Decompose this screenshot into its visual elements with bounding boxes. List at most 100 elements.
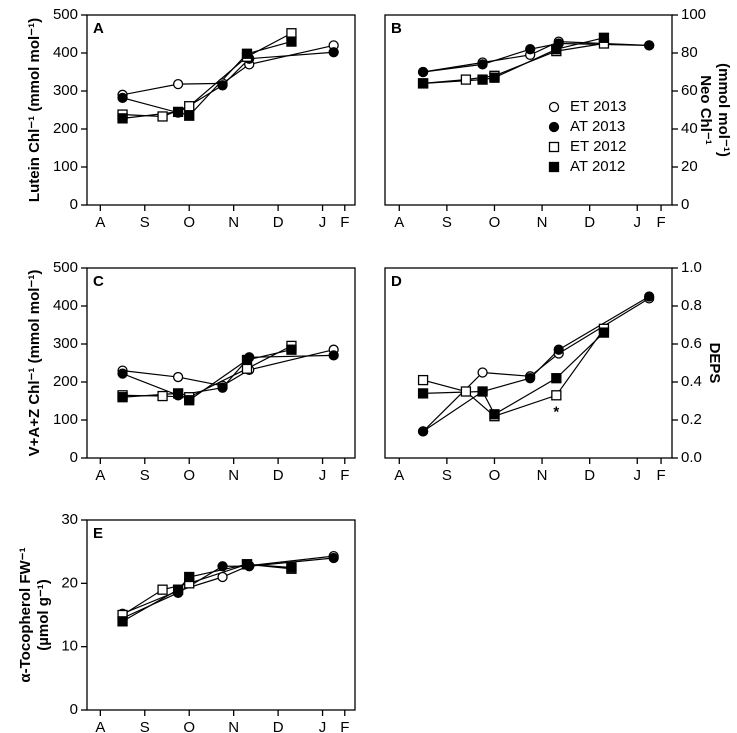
x-tick-label: D (584, 214, 595, 231)
x-tick-label: F (340, 467, 349, 484)
marker (184, 571, 195, 583)
x-tick-label: N (228, 467, 239, 484)
marker (157, 111, 168, 122)
x-tick-label: N (537, 214, 548, 231)
marker (477, 386, 488, 397)
marker (184, 110, 195, 121)
x-tick-label: D (584, 467, 595, 484)
series-line (122, 354, 334, 396)
x-tick-label: O (183, 719, 195, 733)
x-tick-label: D (273, 214, 284, 231)
legend-label: AT 2013 (570, 118, 625, 135)
marker (184, 101, 195, 112)
series-line (423, 37, 605, 84)
marker (286, 28, 297, 39)
marker (417, 66, 429, 78)
marker (477, 74, 488, 85)
y-tick-label: 0.6 (681, 335, 702, 352)
y-axis-label: Neo Chl⁻¹ (697, 75, 714, 145)
marker (644, 291, 655, 302)
panel: C 0 100 200 300 400 500 A S O N D J F V+A+Z Chl⁻¹ (mmo… (26, 259, 356, 484)
y-tick-label: 300 (53, 335, 78, 352)
y-tick-label: 0 (681, 196, 689, 213)
panel: E 0 10 20 30 A S O N D J Fα-Tocopherol FW⁻¹ (µmol g⁻… (17, 511, 356, 733)
y-tick-label: 80 (681, 44, 698, 61)
marker (477, 59, 488, 70)
marker (157, 390, 168, 402)
y-tick-label: 300 (53, 82, 78, 99)
y-tick-label: 20 (61, 574, 78, 591)
legend-marker (548, 141, 560, 153)
panel-label: A (93, 20, 104, 37)
x-tick-label: J (319, 467, 327, 484)
legend-marker (548, 101, 560, 113)
plot-frame (384, 14, 673, 206)
marker (551, 390, 562, 401)
series-line (422, 297, 650, 432)
series-line (122, 41, 292, 119)
series-line (122, 555, 334, 615)
marker (117, 392, 128, 403)
y-tick-label: 0 (70, 701, 78, 718)
panel-label: B (391, 20, 402, 37)
marker (328, 552, 339, 564)
marker (328, 47, 339, 58)
legend-label: ET 2013 (570, 98, 626, 115)
plot-frame (86, 267, 356, 459)
x-tick-label: S (442, 214, 452, 231)
x-tick-label: S (140, 214, 150, 231)
x-tick-label: F (340, 719, 349, 733)
marker (286, 344, 297, 355)
series-line (422, 295, 650, 432)
marker (172, 584, 184, 595)
x-tick-label: A (95, 719, 105, 733)
y-tick-label: 400 (53, 44, 78, 61)
annotation: * (553, 403, 559, 420)
marker (217, 571, 228, 583)
x-tick-label: F (340, 214, 349, 231)
y-tick-label: 0 (70, 449, 78, 466)
marker (417, 374, 429, 386)
x-tick-label: J (319, 719, 327, 733)
y-tick-label: 100 (53, 158, 78, 175)
plot-frame (384, 267, 673, 459)
y-tick-label: 500 (53, 259, 78, 276)
x-tick-label: O (183, 214, 195, 231)
series-line (423, 332, 605, 416)
panel-label: E (93, 525, 103, 542)
x-tick-label: D (273, 719, 284, 733)
series-line (122, 349, 334, 387)
panel: D 0.0 0.2 0.4 0.6 0.8 1.0 A S O N D J F DEPS * (384, 259, 723, 484)
marker (172, 79, 184, 90)
x-tick-label: D (273, 467, 284, 484)
y-tick-label: 60 (681, 82, 698, 99)
panel-label: D (391, 273, 402, 290)
marker (598, 32, 610, 43)
y-tick-label: 100 (681, 6, 706, 23)
marker (117, 113, 128, 124)
plot-frame (86, 14, 356, 206)
marker (241, 48, 253, 59)
y-tick-label: 30 (61, 511, 78, 528)
x-tick-label: O (183, 467, 195, 484)
marker (551, 44, 562, 55)
marker (598, 327, 610, 338)
y-tick-label: 0.2 (681, 411, 702, 428)
marker (489, 72, 500, 83)
marker (241, 363, 253, 374)
marker (172, 106, 184, 118)
marker (157, 584, 168, 595)
y-axis-label: (µmol g⁻¹) (35, 579, 52, 651)
marker (172, 371, 184, 383)
marker (217, 80, 228, 91)
marker (217, 561, 228, 572)
x-tick-label: A (394, 214, 404, 231)
x-tick-label: J (634, 214, 642, 231)
y-axis-label: DEPS (706, 343, 723, 384)
marker (286, 36, 297, 47)
series-line (122, 557, 334, 619)
x-tick-label: A (95, 467, 105, 484)
